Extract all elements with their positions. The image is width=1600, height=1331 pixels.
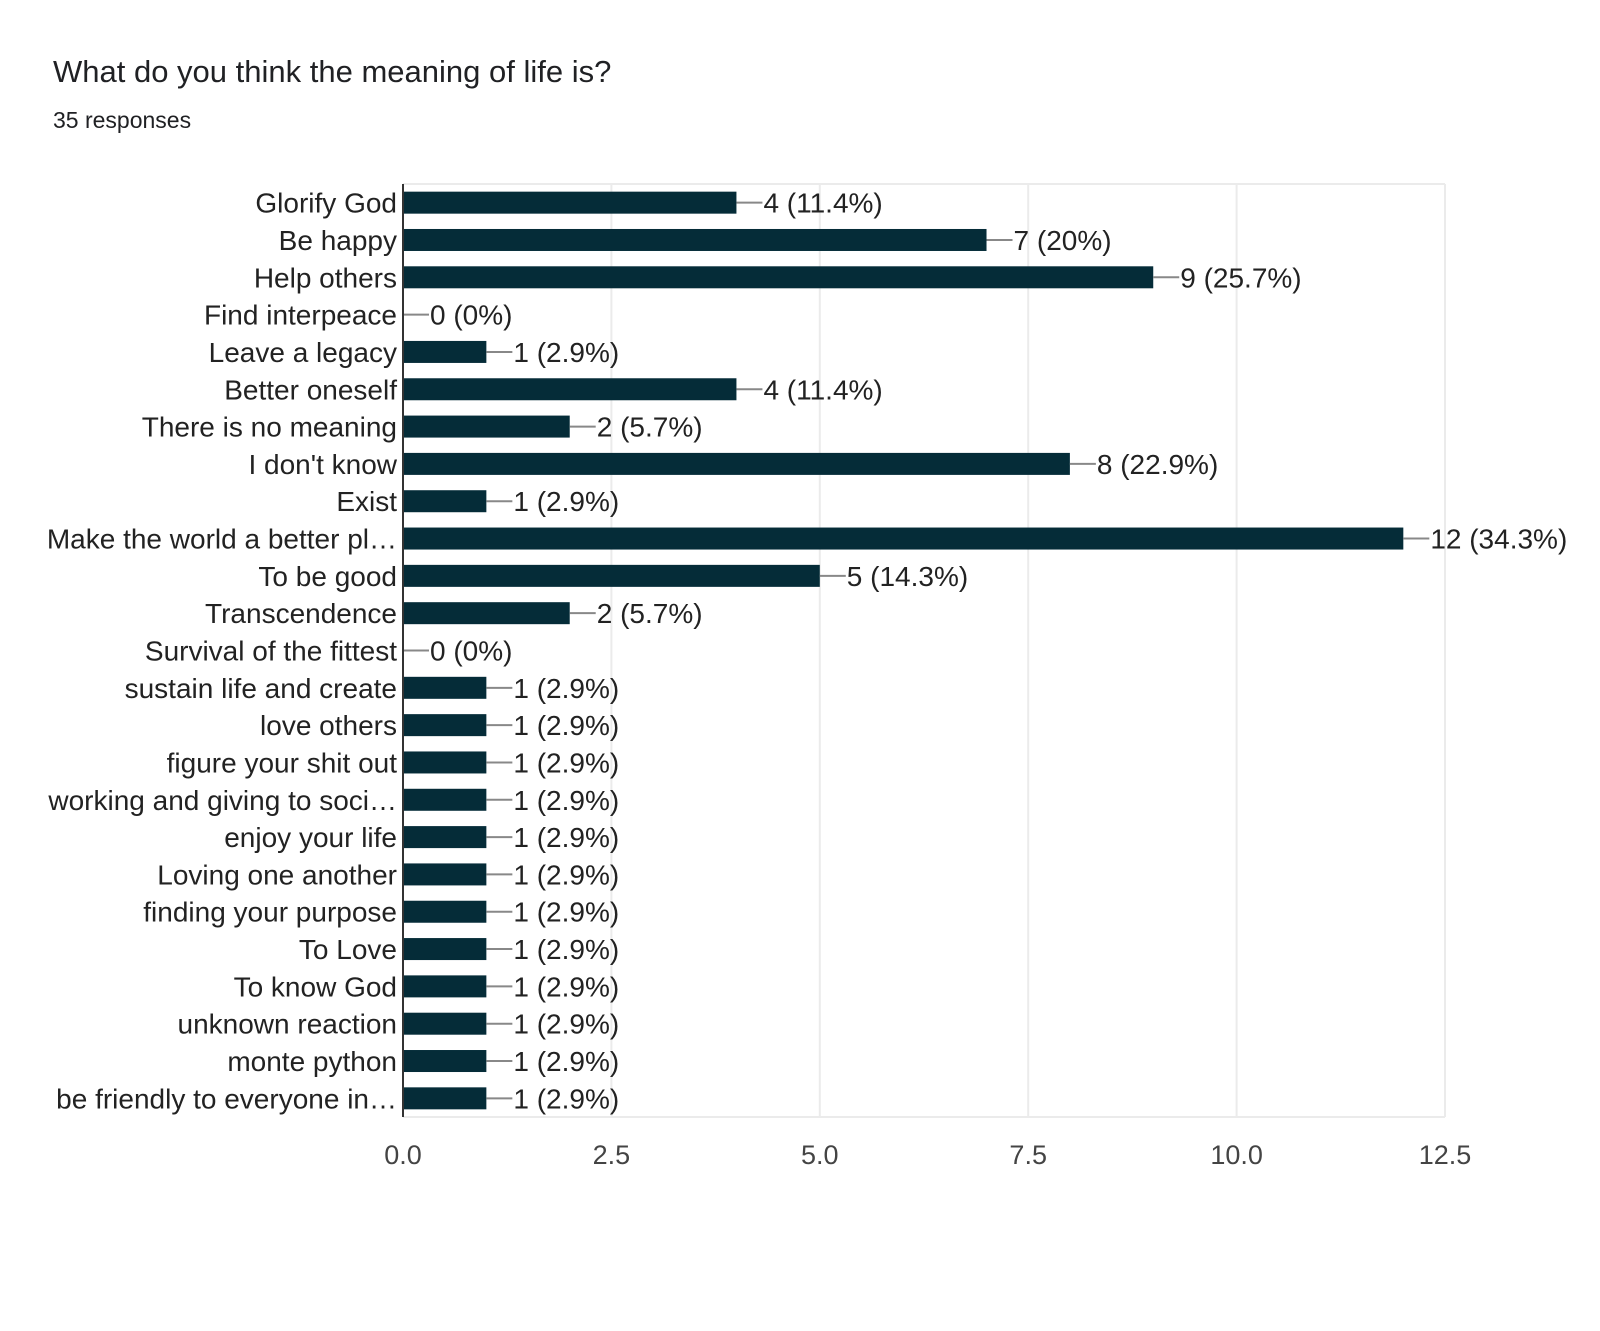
bar	[403, 378, 737, 401]
category-label: Better oneself	[224, 374, 397, 405]
category-label: Leave a legacy	[209, 337, 397, 368]
data-label: 4 (11.4%)	[763, 374, 882, 405]
category-label: Exist	[336, 486, 397, 517]
category-label: Glorify God	[255, 188, 397, 219]
x-tick-label: 7.5	[1009, 1140, 1047, 1170]
category-label: Help others	[254, 262, 397, 293]
x-tick-label: 5.0	[801, 1140, 839, 1170]
bar	[403, 527, 1404, 550]
bar	[403, 415, 570, 438]
data-label: 7 (20%)	[1014, 225, 1112, 256]
category-label: finding your purpose	[143, 897, 397, 928]
data-label: 1 (2.9%)	[513, 486, 619, 517]
bar	[403, 826, 487, 849]
category-label: unknown reaction	[178, 1009, 397, 1040]
chart-title: What do you think the meaning of life is…	[53, 54, 612, 89]
bar	[403, 602, 570, 625]
data-label: 1 (2.9%)	[513, 859, 619, 890]
category-label: enjoy your life	[224, 822, 397, 853]
data-label: 1 (2.9%)	[513, 897, 619, 928]
category-label: To be good	[258, 561, 397, 592]
category-label: To know God	[234, 971, 397, 1002]
bar	[403, 751, 487, 774]
grid-lines	[403, 183, 1446, 1118]
category-label: monte python	[227, 1046, 397, 1077]
category-label: There is no meaning	[142, 412, 397, 443]
data-label: 1 (2.9%)	[513, 934, 619, 965]
data-label: 1 (2.9%)	[513, 785, 619, 816]
bar	[403, 191, 737, 214]
bar	[403, 452, 1070, 475]
x-tick-label: 12.5	[1419, 1140, 1472, 1170]
bar	[403, 1050, 487, 1073]
x-tick-label: 10.0	[1210, 1140, 1263, 1170]
data-label: 1 (2.9%)	[513, 710, 619, 741]
category-label: Find interpeace	[204, 300, 397, 331]
data-label: 1 (2.9%)	[513, 747, 619, 778]
bar	[403, 228, 987, 251]
bar	[403, 340, 487, 363]
data-label: 1 (2.9%)	[513, 1009, 619, 1040]
bars	[403, 191, 1404, 1110]
bar	[403, 900, 487, 923]
data-label: 5 (14.3%)	[847, 561, 968, 592]
category-label: Be happy	[279, 225, 397, 256]
bar	[403, 266, 1154, 289]
category-label: Survival of the fittest	[145, 636, 397, 667]
data-label: 2 (5.7%)	[597, 598, 703, 629]
data-label: 1 (2.9%)	[513, 673, 619, 704]
x-tick-label: 2.5	[593, 1140, 631, 1170]
label-leader-lines	[403, 201, 1430, 1100]
data-labels: 4 (11.4%)7 (20%)9 (25.7%)0 (0%)1 (2.9%)4…	[430, 188, 1567, 1115]
bar	[403, 490, 487, 513]
data-label: 12 (34.3%)	[1430, 524, 1567, 555]
bar	[403, 863, 487, 886]
data-label: 9 (25.7%)	[1180, 262, 1301, 293]
x-tick-labels: 0.0 2.5 5.0 7.5 10.0 12.5	[384, 1140, 1471, 1170]
bar	[403, 676, 487, 699]
category-label: I don't know	[248, 449, 397, 480]
x-tick-label: 0.0	[384, 1140, 422, 1170]
category-label: love others	[260, 710, 397, 741]
category-label: sustain life and create	[125, 673, 397, 704]
data-label: 1 (2.9%)	[513, 337, 619, 368]
category-label: be friendly to everyone in…	[56, 1083, 397, 1114]
data-label: 2 (5.7%)	[597, 412, 703, 443]
category-labels: Glorify God Be happy Help others Find inter…	[47, 188, 398, 1115]
data-label: 8 (22.9%)	[1097, 449, 1218, 480]
data-label: 0 (0%)	[430, 300, 512, 331]
bar	[403, 714, 487, 737]
category-label: Loving one another	[157, 859, 397, 890]
data-label: 1 (2.9%)	[513, 1083, 619, 1114]
bar	[403, 938, 487, 961]
data-label: 1 (2.9%)	[513, 971, 619, 1002]
data-label: 4 (11.4%)	[763, 188, 882, 219]
bar	[403, 1012, 487, 1035]
bar	[403, 788, 487, 811]
bar	[403, 564, 820, 587]
category-label: working and giving to soci…	[47, 785, 397, 816]
data-label: 1 (2.9%)	[513, 1046, 619, 1077]
category-label: Transcendence	[205, 598, 397, 629]
response-count: 35 responses	[53, 107, 192, 133]
category-label: To Love	[299, 934, 397, 965]
data-label: 1 (2.9%)	[513, 822, 619, 853]
category-label: Make the world a better pl…	[47, 524, 397, 555]
data-label: 0 (0%)	[430, 636, 512, 667]
bar	[403, 1087, 487, 1110]
category-label: figure your shit out	[167, 747, 398, 778]
bar	[403, 975, 487, 998]
